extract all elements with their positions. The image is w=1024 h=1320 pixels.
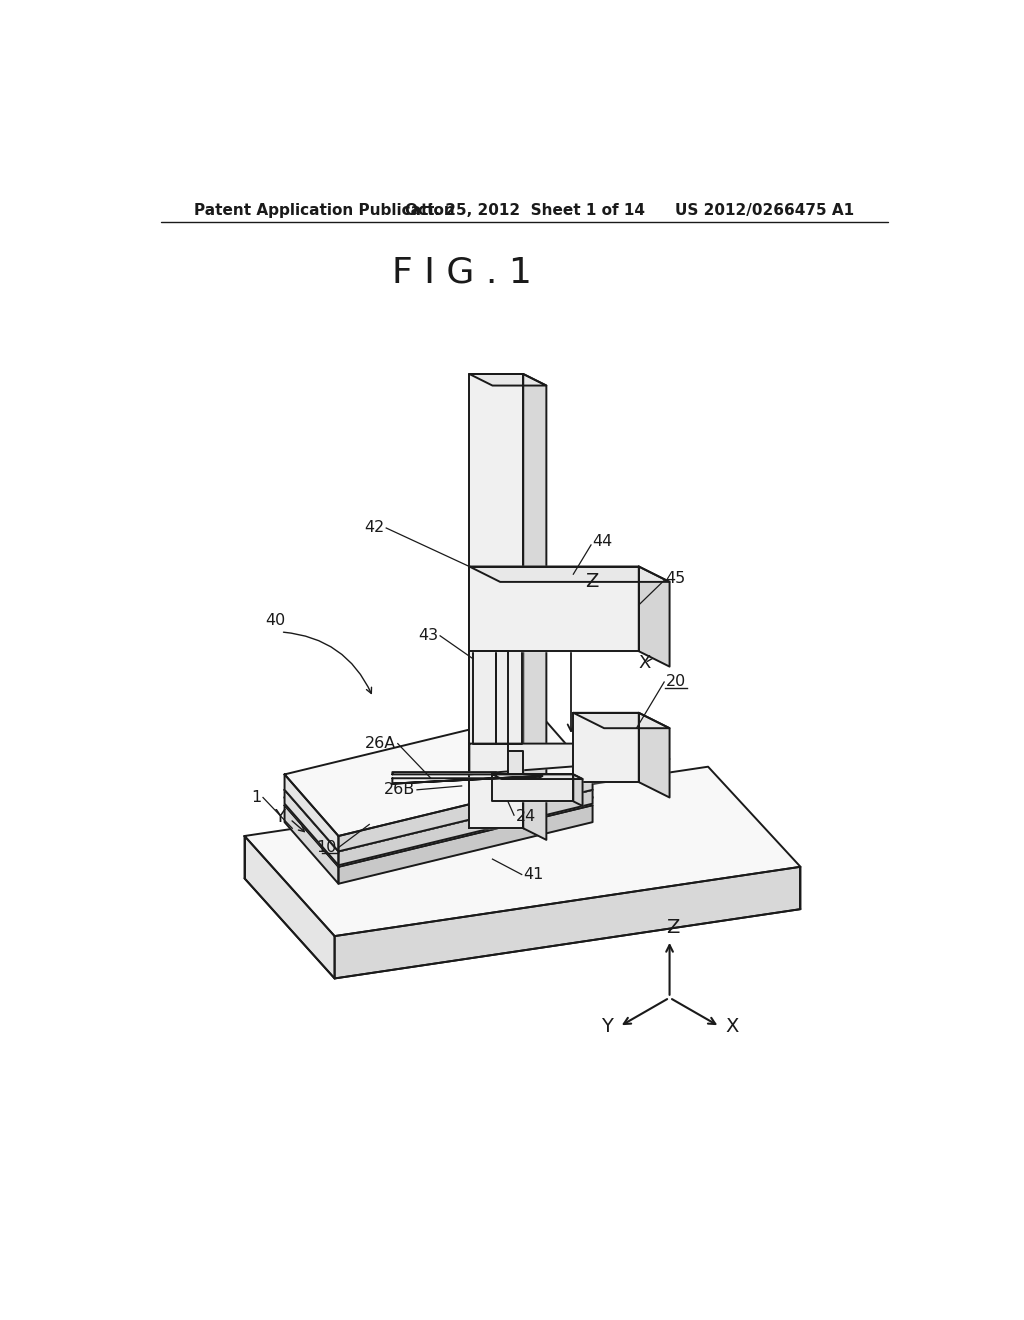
Polygon shape <box>469 566 639 651</box>
Text: 10: 10 <box>316 840 337 855</box>
Text: Y: Y <box>273 808 285 826</box>
Polygon shape <box>469 651 508 775</box>
Text: 26A: 26A <box>365 737 396 751</box>
Polygon shape <box>573 775 583 807</box>
Polygon shape <box>392 776 543 784</box>
Text: 43: 43 <box>419 628 438 643</box>
Text: US 2012/0266475 A1: US 2012/0266475 A1 <box>675 203 854 218</box>
Polygon shape <box>339 805 593 884</box>
Polygon shape <box>339 789 593 866</box>
Polygon shape <box>392 772 497 775</box>
Polygon shape <box>469 743 670 775</box>
Polygon shape <box>245 767 801 936</box>
Polygon shape <box>573 713 670 729</box>
Polygon shape <box>493 775 583 779</box>
Text: Patent Application Publication: Patent Application Publication <box>194 203 455 218</box>
Polygon shape <box>523 374 547 840</box>
Polygon shape <box>285 775 339 851</box>
Polygon shape <box>508 751 523 797</box>
Text: 26B: 26B <box>384 783 416 797</box>
Text: 1: 1 <box>251 789 261 805</box>
Text: Oct. 25, 2012  Sheet 1 of 14: Oct. 25, 2012 Sheet 1 of 14 <box>404 203 645 218</box>
Text: 40: 40 <box>265 612 286 628</box>
Polygon shape <box>285 789 339 866</box>
Text: X: X <box>726 1018 739 1036</box>
Polygon shape <box>335 867 801 978</box>
Text: 41: 41 <box>523 867 544 882</box>
Polygon shape <box>639 713 670 797</box>
Polygon shape <box>392 776 543 784</box>
Polygon shape <box>573 713 639 781</box>
Text: 45: 45 <box>666 570 686 586</box>
Text: F I G . 1: F I G . 1 <box>392 255 531 289</box>
Polygon shape <box>497 566 521 743</box>
Text: Y: Y <box>601 1018 612 1036</box>
Polygon shape <box>285 743 593 867</box>
Polygon shape <box>339 775 593 851</box>
Text: Z: Z <box>585 573 598 591</box>
Polygon shape <box>493 775 573 801</box>
Text: 44: 44 <box>593 535 612 549</box>
Polygon shape <box>245 836 335 978</box>
Text: 24: 24 <box>515 809 536 824</box>
Polygon shape <box>473 566 497 743</box>
Polygon shape <box>285 713 593 836</box>
Text: 20: 20 <box>666 675 686 689</box>
Text: 42: 42 <box>365 520 385 536</box>
Polygon shape <box>285 729 593 851</box>
Polygon shape <box>469 566 670 582</box>
Polygon shape <box>469 374 523 829</box>
Text: Z: Z <box>666 919 679 937</box>
Polygon shape <box>639 566 670 667</box>
Polygon shape <box>469 374 547 385</box>
Text: X: X <box>639 653 651 672</box>
Polygon shape <box>285 805 339 884</box>
